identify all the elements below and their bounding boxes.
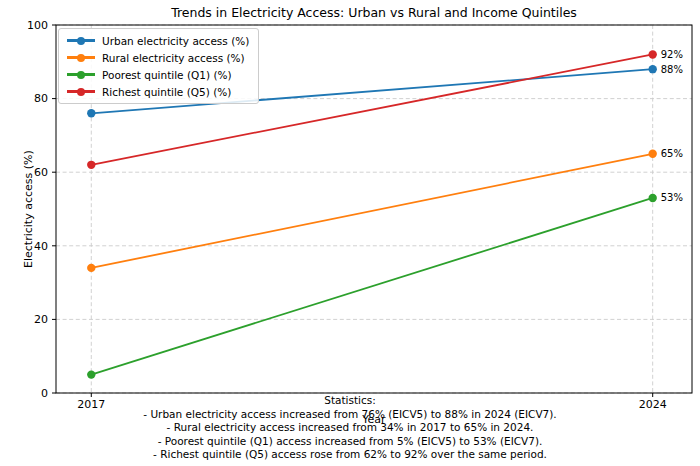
y-tick-label: 40 [34,240,48,253]
y-axis-label: Electricity access (%) [22,150,35,268]
data-point [649,50,657,58]
legend-line-marker-rural [67,56,95,59]
legend-item-q5: Richest quintile (Q5) (%) [67,83,249,100]
series-line-1 [91,154,652,268]
legend: Urban electricity access (%) Rural elect… [58,28,259,104]
data-point [87,264,95,272]
stats-line-q1: - Poorest quintile (Q1) access increased… [0,435,700,449]
point-label: 92% [661,49,683,60]
figure: Trends in Electricity Access: Urban vs R… [0,0,700,466]
legend-dot-icon [77,37,85,45]
point-label: 88% [661,64,683,75]
legend-line-marker-q1 [67,73,95,76]
legend-item-q1: Poorest quintile (Q1) (%) [67,66,249,83]
legend-label-urban: Urban electricity access (%) [102,35,249,47]
data-point [649,150,657,158]
data-point [87,161,95,169]
legend-line-marker-q5 [67,90,95,93]
series-line-2 [91,198,652,375]
legend-dot-icon [77,71,85,79]
y-tick-label: 80 [34,92,48,105]
point-label: 65% [661,148,683,159]
stats-block: Statistics: - Urban electricity access i… [0,394,700,462]
legend-line-marker-urban [67,39,95,42]
y-tick-label: 20 [34,313,48,326]
stats-line-q5: - Richest quintile (Q5) access rose from… [0,448,700,462]
data-point [649,194,657,202]
legend-dot-icon [77,54,85,62]
data-point [87,370,95,378]
legend-label-rural: Rural electricity access (%) [102,52,245,64]
data-point [649,65,657,73]
stats-line-urban: - Urban electricity access increased fro… [0,408,700,422]
data-point [87,109,95,117]
y-tick-label: 60 [34,166,48,179]
legend-item-rural: Rural electricity access (%) [67,49,249,66]
point-label: 53% [661,192,683,203]
legend-dot-icon [77,88,85,96]
stats-line-rural: - Rural electricity access increased fro… [0,421,700,435]
legend-item-urban: Urban electricity access (%) [67,32,249,49]
stats-heading: Statistics: [0,394,700,408]
y-tick-label: 100 [27,19,48,32]
legend-label-q5: Richest quintile (Q5) (%) [102,86,231,98]
legend-label-q1: Poorest quintile (Q1) (%) [102,69,232,81]
